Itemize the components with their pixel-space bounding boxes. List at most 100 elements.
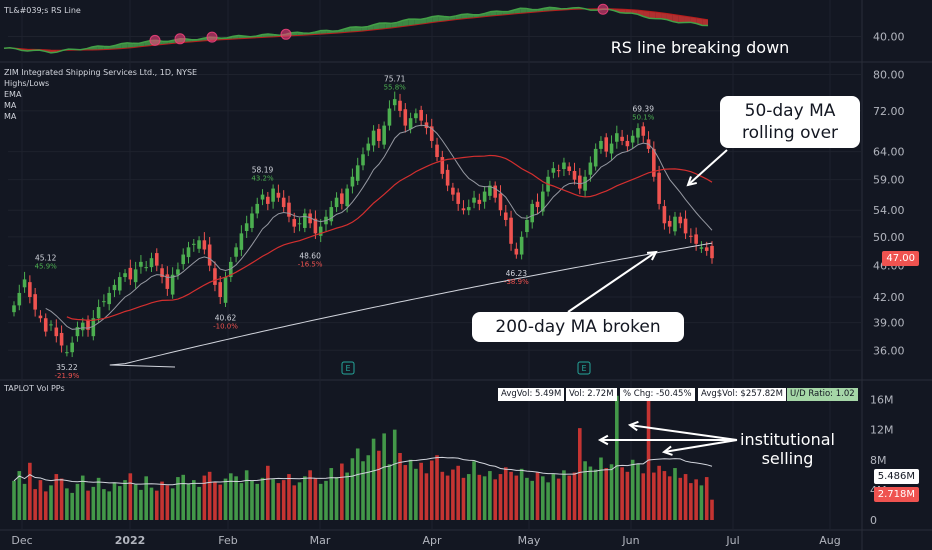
candle-body <box>662 206 667 224</box>
volume-bar <box>392 429 397 520</box>
candle-body <box>170 274 175 295</box>
volume-bar <box>313 478 318 520</box>
x-tick-label: Mar <box>310 534 331 547</box>
volume-bar <box>86 490 90 520</box>
volume-bar <box>509 471 513 520</box>
candle-body <box>250 213 254 228</box>
volume-tick-label: 0 <box>870 514 877 527</box>
rs-legend: TL&#039;s RS Line <box>4 6 81 15</box>
volume-bar <box>466 474 471 520</box>
rs-fill <box>637 10 644 17</box>
volume-bar <box>91 486 96 520</box>
rs-new-high-dot <box>597 3 609 15</box>
high-low-value: 58.19 <box>252 165 274 174</box>
volume-bar <box>229 473 233 520</box>
earnings-marker <box>341 361 355 375</box>
candle-body <box>334 197 339 208</box>
volume-arrow-head <box>627 420 639 432</box>
candle-body <box>371 130 376 146</box>
volume-bar <box>630 459 635 520</box>
candle-body <box>540 191 545 212</box>
x-tick-label: Feb <box>218 534 237 547</box>
rs-new-high-dot <box>149 34 161 46</box>
price-legend-highs-lows: Highs/Lows <box>4 79 50 88</box>
volume-bar <box>673 468 677 520</box>
volume-bar <box>160 481 164 520</box>
rs-new-high-dot <box>206 31 218 43</box>
volume-bar <box>562 470 566 520</box>
price-legend-ma: MA <box>4 101 17 110</box>
candle-body <box>382 125 386 145</box>
candle-body <box>652 148 656 177</box>
volume-bar <box>170 488 175 520</box>
volume-bar <box>202 475 207 520</box>
candle-body <box>160 268 164 278</box>
rs-fill <box>438 15 444 22</box>
volume-bar <box>303 476 307 520</box>
volume-bar <box>641 473 646 520</box>
ma50-arrow-head <box>686 176 697 187</box>
candle-body <box>440 157 445 174</box>
ma50-arrow <box>687 149 728 186</box>
candle-body <box>583 176 587 191</box>
volume-bar <box>276 483 281 520</box>
volume-bar <box>65 488 69 520</box>
volume-bar <box>28 462 32 520</box>
volume-bar <box>123 480 127 520</box>
price-legend-ma-2: MA <box>4 112 17 121</box>
ma200-arrow-head <box>646 250 658 261</box>
candle-body <box>361 154 365 166</box>
volume-bar <box>308 470 312 520</box>
volume-bar <box>429 460 434 520</box>
ma200-arrow <box>567 251 657 313</box>
candle-body <box>551 168 556 173</box>
candle-body <box>165 274 170 289</box>
candle-body <box>22 279 27 288</box>
candle-body <box>683 218 688 234</box>
volume-average-line <box>13 456 713 486</box>
rs-fill <box>385 23 392 29</box>
rs-fill <box>672 14 679 23</box>
volume-bar <box>117 486 122 520</box>
volume-bar <box>456 465 460 520</box>
price-tick-label: 72.00 <box>873 105 905 118</box>
candle-body <box>75 327 80 337</box>
rs-new-high-dot <box>280 28 292 40</box>
candle-body <box>244 223 249 232</box>
candle-body <box>694 234 698 244</box>
volume-arrow-head <box>597 434 609 446</box>
candle-body <box>403 109 408 126</box>
volume-bar <box>223 478 228 520</box>
rs-annotation: RS line breaking down <box>610 38 790 57</box>
volume-bar <box>440 471 445 520</box>
price-tick-label: 50.00 <box>873 231 905 244</box>
volume-bar <box>149 487 154 520</box>
volume-bar <box>652 472 656 520</box>
candle-body <box>562 162 566 170</box>
candle-body <box>556 170 561 172</box>
candle-body <box>102 301 106 303</box>
candle-body <box>636 128 640 138</box>
volume-bar <box>70 492 74 520</box>
candle-body <box>472 197 476 203</box>
candle-body <box>488 185 492 196</box>
ma200-callout: 200-day MA broken <box>472 312 684 342</box>
volume-legend: TAPLOT Vol PPs <box>4 384 65 393</box>
candle-body <box>207 244 212 266</box>
volume-bar <box>503 467 508 520</box>
rs-fill <box>432 15 439 23</box>
candle-body <box>43 318 48 332</box>
volume-bar <box>329 468 334 520</box>
stat-vol: Vol: 2.72M <box>566 388 617 401</box>
candle-body <box>641 126 646 136</box>
price-tick-label: 54.00 <box>873 204 905 217</box>
candle-body <box>139 261 143 267</box>
volume-bar <box>599 457 603 520</box>
volume-bar <box>139 489 143 520</box>
price-tick-label: 80.00 <box>873 69 905 82</box>
candle-body <box>699 247 704 249</box>
volume-bar <box>207 471 212 520</box>
candle-body <box>181 254 186 265</box>
x-tick-label: Apr <box>422 534 442 547</box>
